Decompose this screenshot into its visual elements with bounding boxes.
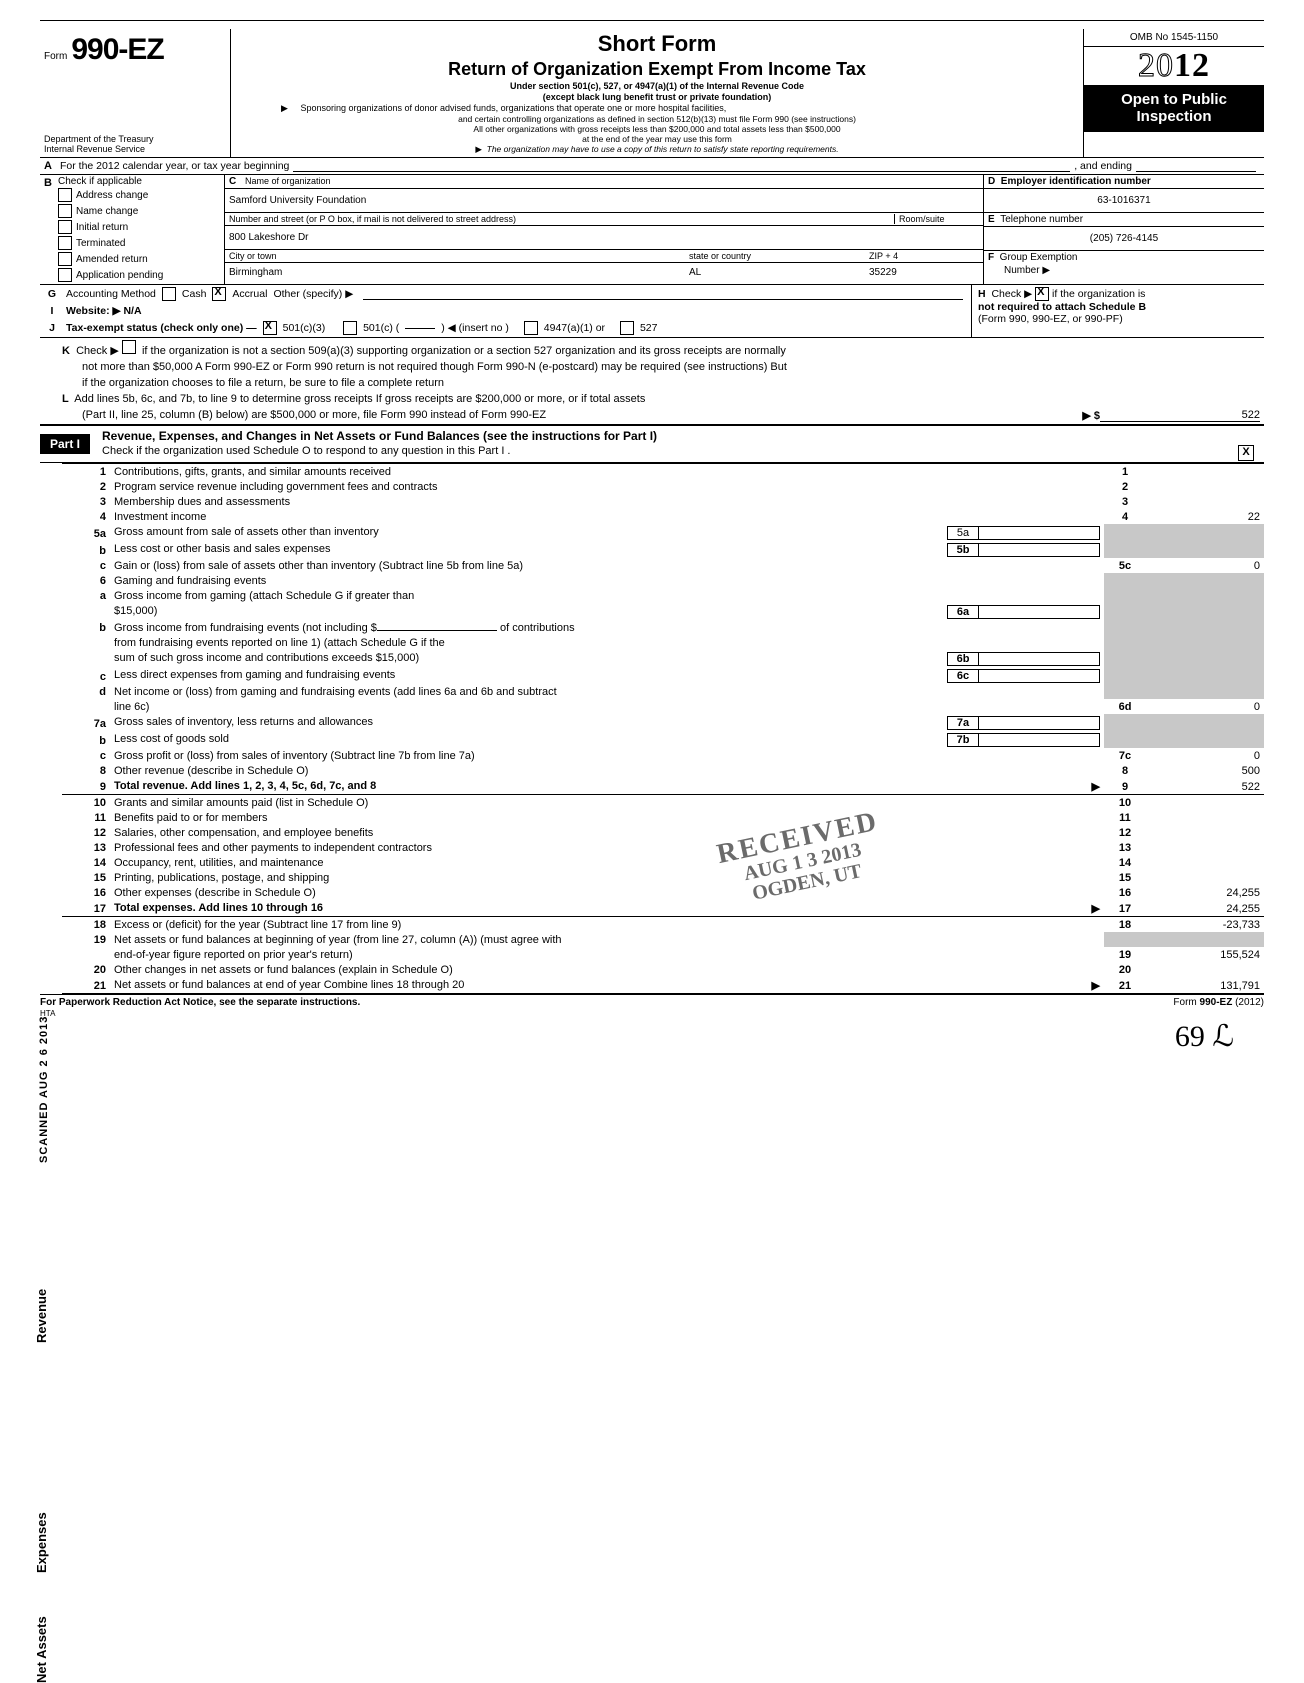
ein-label: Employer identification number: [1001, 176, 1151, 187]
note-4: at the end of the year may use this form: [241, 134, 1073, 144]
checkbox-initial-return[interactable]: [58, 220, 72, 234]
group-exemption-label: Group Exemption: [1000, 252, 1078, 263]
form-number: 990-EZ: [71, 33, 163, 67]
row-a-end: , and ending: [1074, 160, 1132, 172]
state-label: state or country: [689, 251, 869, 261]
city-label: City or town: [229, 251, 689, 261]
checkbox-schedule-b[interactable]: [1035, 287, 1049, 301]
handwritten-marks: 69 ℒ: [40, 1019, 1264, 1054]
checkbox-501c3[interactable]: [263, 321, 277, 335]
side-expenses: Expenses: [34, 1512, 49, 1573]
state-value: AL: [689, 267, 869, 278]
title-main: Return of Organization Exempt From Incom…: [241, 59, 1073, 80]
checkbox-name-change[interactable]: [58, 204, 72, 218]
check-if-applicable: Check if applicable Address change Name …: [56, 175, 225, 284]
scanned-stamp: SCANNED AUG 2 6 2013: [38, 1016, 50, 1163]
row-b-label: B: [40, 175, 56, 284]
title-short: Short Form: [241, 31, 1073, 57]
other-specify-label: Other (specify) ▶: [273, 288, 353, 300]
row-a-label: A: [40, 158, 56, 174]
phone-value: (205) 726-4145: [984, 227, 1264, 251]
omb-number: OMB No 1545-1150: [1084, 29, 1264, 47]
street-address: 800 Lakeshore Dr: [229, 232, 309, 243]
subtitle-2: (except black lung benefit trust or priv…: [241, 92, 1073, 102]
row-a-text: For the 2012 calendar year, or tax year …: [60, 160, 289, 172]
phone-label: Telephone number: [1000, 214, 1083, 225]
part-1-tag: Part I: [40, 434, 90, 454]
checkbox-501c[interactable]: [343, 321, 357, 335]
accounting-method-label: Accounting Method: [66, 288, 156, 300]
side-revenue: Revenue: [34, 1289, 49, 1343]
ein-value: 63-1016371: [984, 189, 1264, 213]
room-suite-label: Room/suite: [894, 214, 979, 224]
part-1-header: Part I Revenue, Expenses, and Changes in…: [40, 425, 1264, 463]
zip-value: 35229: [869, 267, 979, 278]
note-2: and certain controlling organizations as…: [241, 114, 1073, 124]
zip-label: ZIP + 4: [869, 251, 979, 261]
organization-name: Samford University Foundation: [229, 195, 366, 206]
city-value: Birmingham: [229, 267, 689, 278]
k-text-1: if the organization is not a section 509…: [142, 345, 786, 357]
schedule-b-note: not required to attach Schedule B: [978, 301, 1146, 313]
note-1: Sponsoring organizations of donor advise…: [300, 103, 726, 113]
checkbox-application-pending[interactable]: [58, 268, 72, 282]
dept-irs: Internal Revenue Service: [44, 145, 224, 155]
l-text-2: (Part II, line 25, column (B) below) are…: [82, 409, 546, 422]
note-5: The organization may have to use a copy …: [487, 144, 839, 154]
tax-year: 2012: [1084, 47, 1264, 85]
check-applicable-label: Check if applicable: [58, 176, 222, 187]
checkbox-amended-return[interactable]: [58, 252, 72, 266]
l-text-1: Add lines 5b, 6c, and 7b, to line 9 to d…: [74, 393, 645, 405]
k-text-2: not more than $50,000 A Form 990-EZ or F…: [40, 359, 1264, 375]
checkbox-k[interactable]: [122, 340, 136, 354]
part-1-title: Revenue, Expenses, and Changes in Net As…: [102, 429, 657, 443]
note-3: All other organizations with gross recei…: [241, 124, 1073, 134]
form-reference: Form 990-EZ (2012): [1173, 997, 1264, 1019]
checkbox-accrual[interactable]: [212, 287, 226, 301]
k-text-3: if the organization chooses to file a re…: [40, 375, 1264, 391]
checkbox-527[interactable]: [620, 321, 634, 335]
page-footer: For Paperwork Reduction Act Notice, see …: [40, 994, 1264, 1019]
checkbox-cash[interactable]: [162, 287, 176, 301]
subtitle-1: Under section 501(c), 527, or 4947(a)(1)…: [241, 81, 1073, 91]
checkbox-terminated[interactable]: [58, 236, 72, 250]
tax-exempt-label: Tax-exempt status (check only one) —: [66, 322, 257, 334]
website-value: Website: ▶ N/A: [66, 305, 142, 317]
part-1-subtitle: Check if the organization used Schedule …: [102, 445, 510, 461]
part-1-checkbox[interactable]: X: [1238, 445, 1254, 461]
paperwork-notice: For Paperwork Reduction Act Notice, see …: [40, 997, 360, 1008]
checkbox-4947[interactable]: [524, 321, 538, 335]
street-label: Number and street (or P O box, if mail i…: [229, 214, 894, 224]
l-value: 522: [1100, 409, 1260, 422]
form-label: Form: [44, 51, 67, 62]
open-to-public: Open to PublicInspection: [1084, 85, 1264, 132]
form-header: Form 990-EZ Department of the Treasury I…: [40, 29, 1264, 158]
name-of-org-label: Name of organization: [245, 176, 331, 187]
checkbox-address-change[interactable]: [58, 188, 72, 202]
group-exemption-number-label: Number ▶: [1004, 265, 1050, 276]
